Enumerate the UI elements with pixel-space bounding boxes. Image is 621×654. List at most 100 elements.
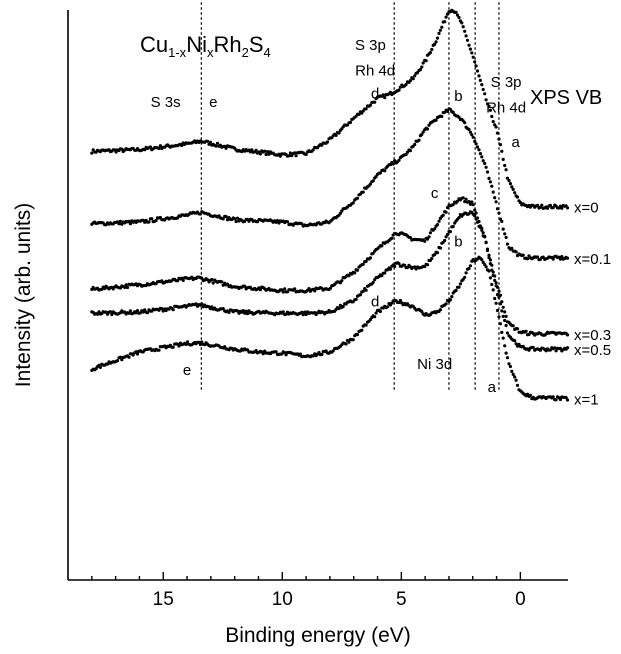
data-point	[457, 216, 461, 220]
data-point	[473, 60, 477, 64]
data-point	[427, 235, 431, 239]
data-point	[460, 21, 464, 25]
data-point	[373, 315, 377, 319]
data-point	[190, 275, 194, 279]
data-point	[493, 296, 497, 301]
annotation-label: Rh 4d	[355, 63, 395, 80]
data-point	[487, 104, 491, 108]
data-point	[408, 236, 412, 240]
data-point	[481, 87, 485, 92]
data-point	[481, 159, 485, 163]
series-x-1	[90, 255, 570, 402]
data-point	[491, 190, 495, 194]
data-point	[118, 355, 122, 359]
data-point	[480, 228, 484, 232]
data-point	[435, 36, 440, 40]
data-point	[148, 145, 152, 149]
data-point	[451, 224, 455, 229]
data-point	[158, 144, 162, 148]
data-point	[300, 222, 304, 226]
data-point	[430, 256, 434, 261]
data-point	[513, 191, 517, 195]
data-point	[423, 239, 427, 243]
data-point	[397, 158, 401, 162]
data-point	[351, 201, 355, 205]
data-point	[425, 263, 430, 267]
data-point	[480, 155, 484, 159]
data-point	[283, 287, 287, 291]
data-point	[210, 305, 214, 309]
data-point	[497, 211, 501, 215]
data-point	[470, 133, 474, 137]
data-point	[275, 219, 280, 223]
data-point	[495, 308, 500, 313]
data-point	[474, 142, 478, 146]
data-point	[385, 305, 390, 309]
data-point	[478, 78, 482, 82]
data-point	[501, 314, 505, 318]
data-point	[498, 143, 502, 147]
chart-axes: 15 10 5 0 Binding energy (eV) Intensity (arb.…	[12, 10, 568, 647]
data-point	[464, 197, 468, 201]
data-point	[157, 348, 161, 352]
data-point	[127, 355, 131, 359]
data-point	[143, 148, 147, 152]
data-point	[254, 148, 258, 152]
data-point	[120, 358, 124, 362]
data-point	[487, 256, 491, 260]
data-point	[390, 236, 394, 240]
data-point	[504, 168, 508, 172]
data-point	[474, 64, 478, 68]
data-point	[565, 346, 570, 350]
annotation-label: d	[371, 293, 379, 310]
data-point	[294, 154, 298, 158]
data-point	[443, 238, 447, 243]
data-point	[485, 247, 490, 251]
data-point	[494, 301, 498, 305]
data-point	[95, 312, 100, 316]
data-point	[531, 345, 535, 350]
data-point	[221, 217, 225, 221]
data-point	[505, 176, 510, 180]
data-point	[545, 206, 550, 210]
data-point	[471, 135, 475, 139]
data-point	[525, 257, 530, 261]
data-point	[177, 344, 181, 348]
data-point	[440, 25, 444, 29]
data-point	[250, 148, 254, 152]
data-point	[467, 43, 471, 47]
data-point	[465, 38, 470, 42]
data-point	[235, 309, 240, 313]
data-point	[420, 132, 424, 136]
data-point	[505, 331, 510, 335]
annotation-label: b	[454, 234, 462, 251]
data-point	[100, 287, 104, 291]
data-point	[503, 232, 507, 236]
data-point	[254, 349, 258, 353]
data-point	[448, 107, 452, 111]
data-point	[351, 338, 355, 342]
data-point	[457, 15, 461, 20]
data-point	[245, 312, 250, 316]
data-point	[494, 284, 498, 288]
data-point	[484, 265, 488, 269]
data-point	[424, 59, 428, 63]
data-point	[215, 141, 220, 145]
data-point	[473, 139, 477, 143]
data-point	[128, 222, 132, 226]
data-point	[434, 40, 438, 44]
data-point	[287, 154, 291, 158]
y-axis-label: Intensity (arb. units)	[12, 203, 35, 387]
data-point	[371, 280, 375, 284]
data-point	[513, 375, 517, 379]
data-point	[508, 182, 512, 186]
data-point	[371, 179, 375, 183]
data-point	[263, 149, 267, 153]
data-point	[311, 148, 315, 152]
data-point	[171, 345, 175, 349]
data-point	[98, 365, 102, 369]
data-point	[430, 47, 434, 52]
data-point	[484, 241, 488, 245]
data-point	[483, 161, 487, 166]
